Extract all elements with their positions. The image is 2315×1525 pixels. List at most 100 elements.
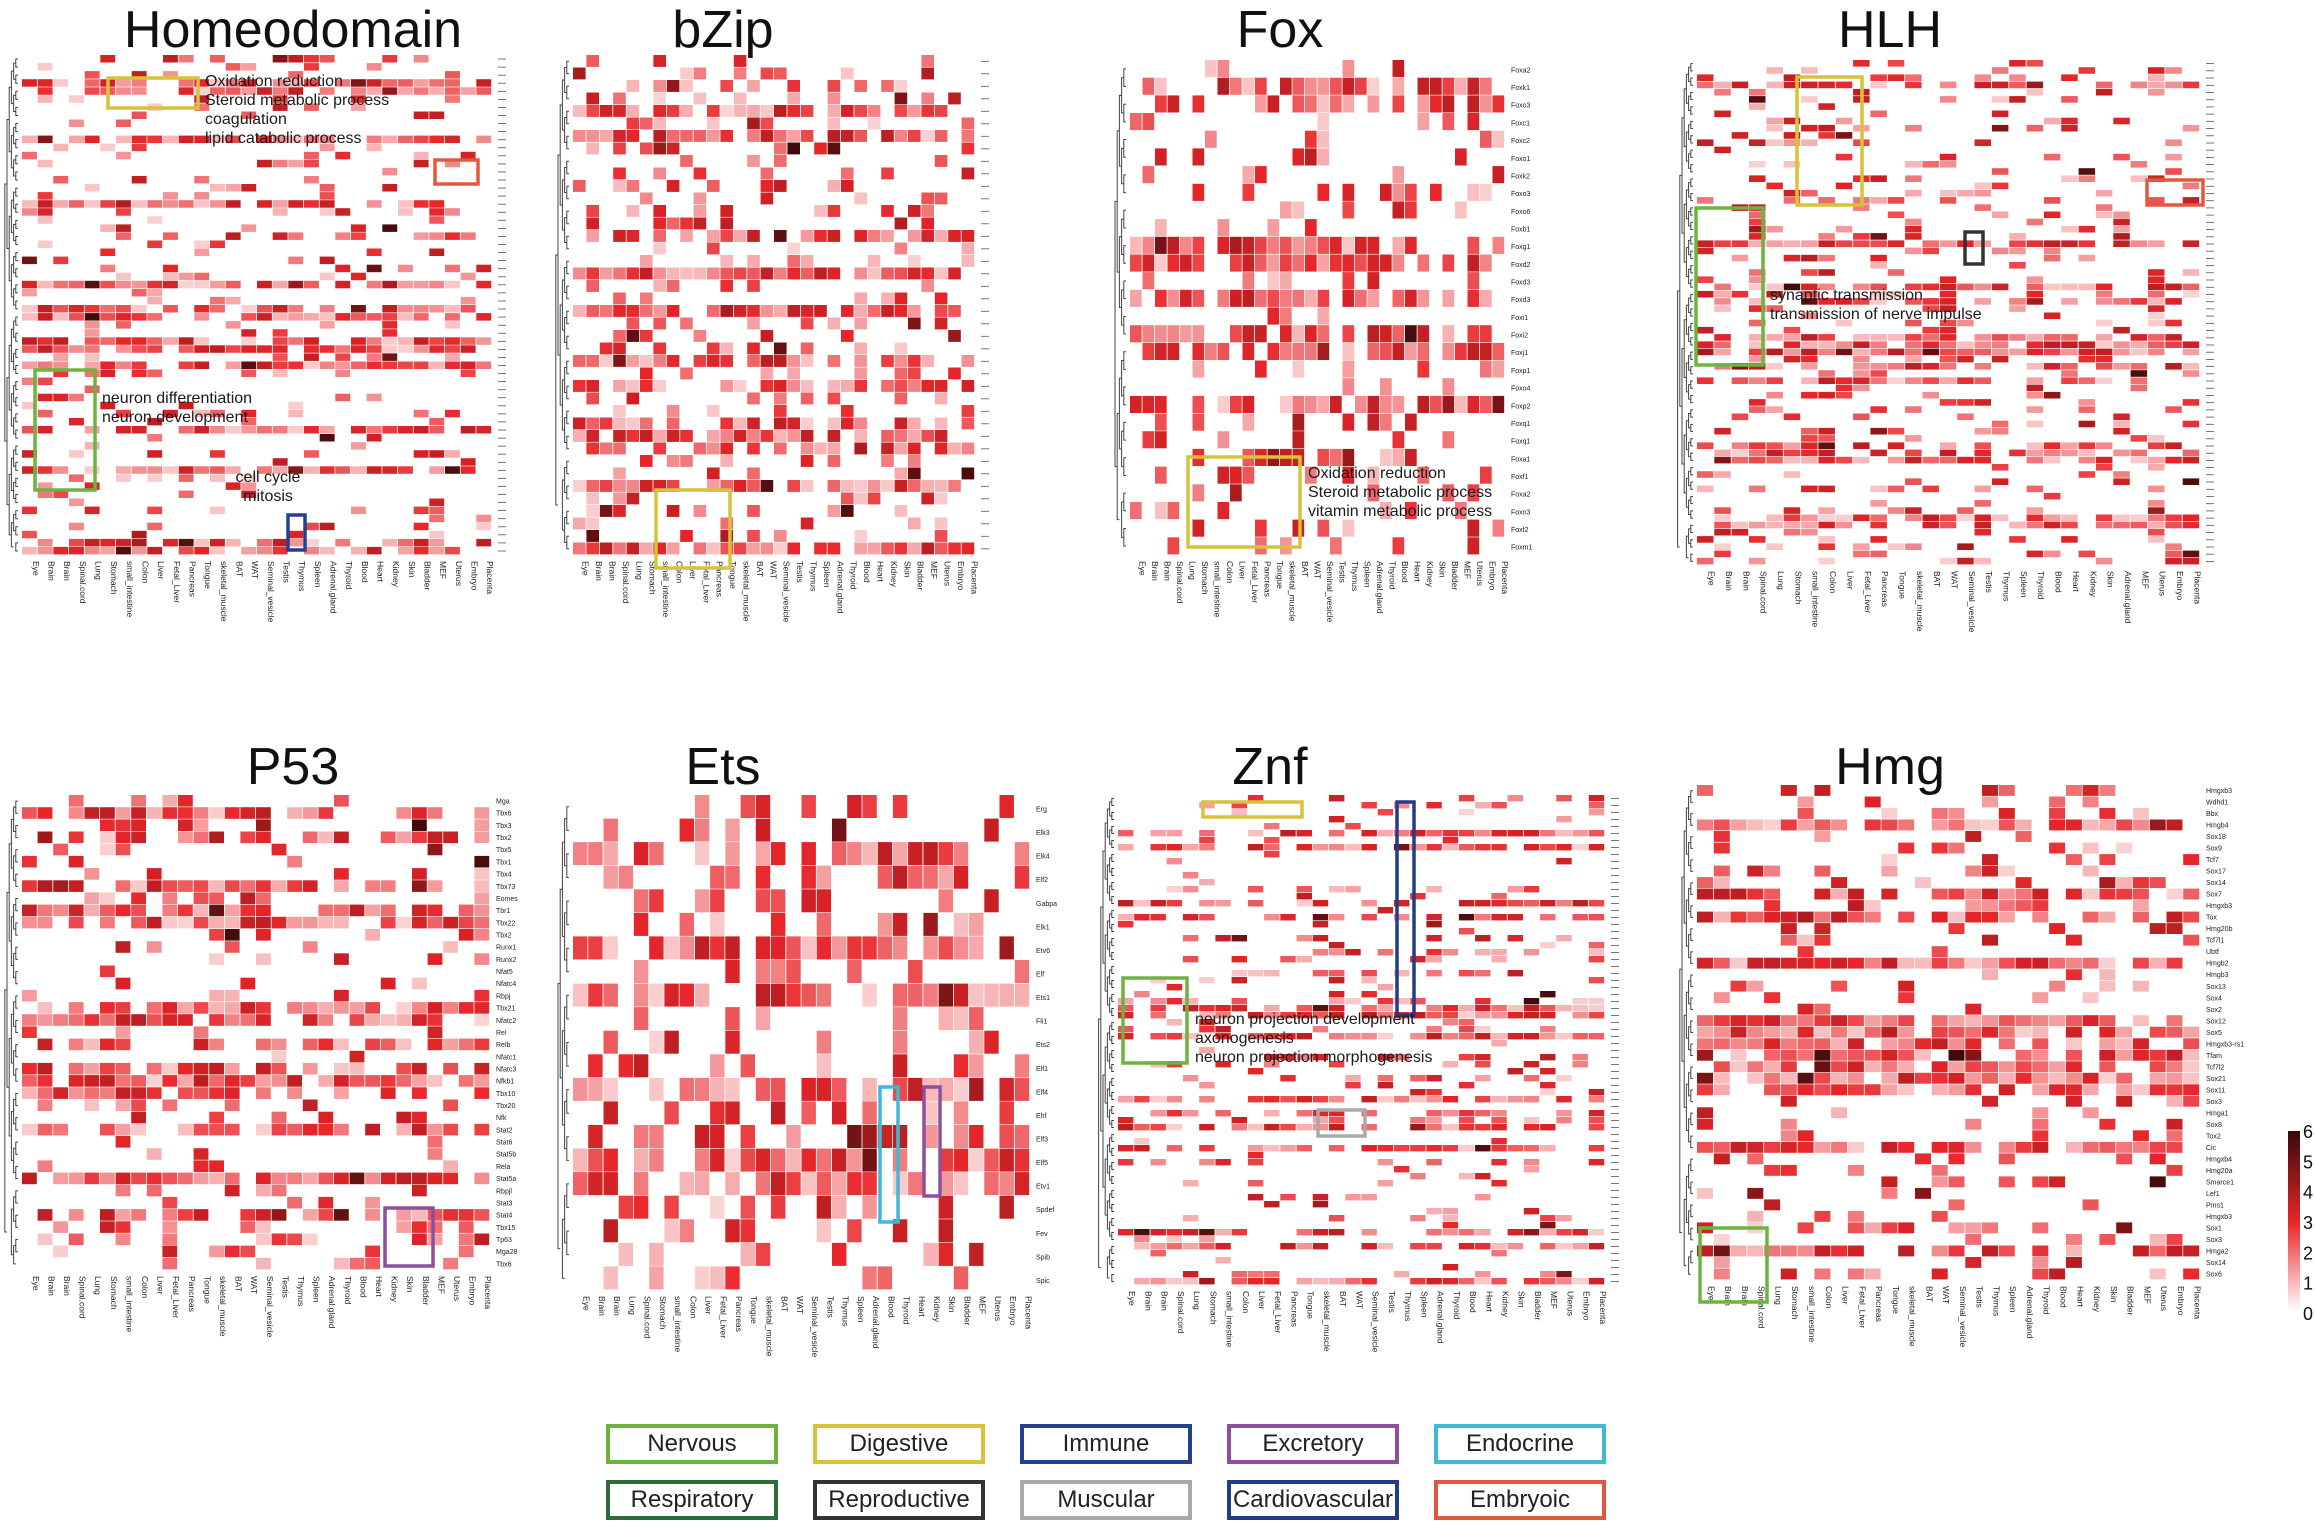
heatmap-cell	[335, 345, 351, 353]
heatmap-cell	[2015, 1061, 2032, 1073]
heatmap-cell	[1540, 1089, 1556, 1096]
heatmap-cell	[162, 1245, 178, 1258]
heatmap-cell	[626, 417, 640, 430]
heatmap-cell	[640, 367, 653, 380]
heatmap-cell	[1887, 290, 1905, 298]
heatmap-cell	[854, 530, 867, 542]
heatmap-cell	[1142, 395, 1155, 413]
heatmap-cell	[178, 474, 194, 482]
heatmap-cell	[771, 889, 786, 913]
heatmap-cell	[193, 807, 209, 819]
heatmap-cell	[1426, 1145, 1442, 1152]
heatmap-cell	[210, 135, 225, 144]
heatmap-cell	[1342, 60, 1355, 78]
heatmap-cell	[1881, 1084, 1898, 1096]
tissue-label: skeletal_muscle	[1322, 1291, 1332, 1352]
gene-label: Sox6	[2206, 1272, 2222, 1279]
heatmap-cell	[1215, 900, 1231, 907]
heatmap-cell	[1317, 254, 1330, 272]
heatmap-cell	[1355, 289, 1367, 307]
heatmap-cell	[349, 904, 365, 917]
heatmap-cell	[1957, 377, 1974, 384]
heatmap-cell	[908, 1077, 923, 1101]
heatmap-cell	[147, 216, 163, 224]
heatmap-cell	[1392, 254, 1405, 272]
tissue-label: Adrenal.gland	[1436, 1291, 1446, 1344]
heatmap-cell	[2182, 269, 2200, 276]
heatmap-cell	[1730, 911, 1747, 923]
heatmap-cell	[1847, 1049, 1864, 1061]
heatmap-cell	[2015, 1015, 2032, 1027]
heatmap-cell	[84, 280, 100, 289]
heatmap-cell	[1345, 1033, 1361, 1040]
heatmap-cell	[319, 361, 335, 369]
heatmap-cell	[1931, 911, 1948, 923]
heatmap-cell	[2078, 168, 2096, 175]
heatmap-cell	[2113, 521, 2130, 529]
heatmap-cell	[193, 1148, 209, 1160]
heatmap-cell	[1134, 914, 1150, 921]
heatmap-cell	[380, 1087, 396, 1099]
heatmap-cell	[1280, 956, 1296, 963]
heatmap-cell	[304, 176, 319, 184]
heatmap-cell	[22, 546, 37, 555]
gene-label: Foxf1	[1511, 474, 1529, 481]
heatmap-cell	[193, 1209, 209, 1221]
heatmap-cell	[1392, 183, 1405, 201]
heatmap-cell	[1991, 81, 2009, 89]
colorbar-segment	[2288, 1310, 2300, 1314]
heatmap-cell	[194, 95, 210, 103]
tissue-label: Spinal.cord	[1757, 1286, 1767, 1329]
gene-label: Hmga2	[2206, 1249, 2229, 1256]
heatmap-cell	[1215, 1005, 1231, 1012]
heatmap-cell	[2130, 363, 2148, 370]
heatmap-cell	[740, 1219, 755, 1243]
heatmap-cell	[1367, 413, 1380, 431]
heatmap-cell	[1697, 877, 1713, 888]
heatmap-cell	[1831, 1026, 1848, 1038]
heatmap-cell	[476, 135, 492, 144]
heatmap-cell	[1939, 341, 1957, 348]
heatmap-cell	[2099, 1061, 2116, 1073]
heatmap-cell	[2049, 796, 2066, 808]
heatmap-cell	[586, 142, 599, 155]
heatmap-cell	[1467, 113, 1480, 131]
heatmap-cell	[1887, 197, 1905, 204]
heatmap-cell	[2049, 957, 2066, 969]
colorbar-segment	[2288, 1167, 2300, 1171]
heatmap-cell	[1982, 1015, 1998, 1027]
heatmap-cell	[1540, 1033, 1556, 1040]
heatmap-cell	[131, 466, 147, 474]
heatmap-cell	[1747, 980, 1764, 992]
heatmap-cell	[1713, 819, 1730, 831]
heatmap-cell	[771, 983, 786, 1007]
heatmap-cell	[1847, 1222, 1864, 1234]
heatmap-cell	[847, 960, 862, 983]
heatmap-cell	[1572, 830, 1588, 837]
heatmap-cell	[1870, 233, 1887, 240]
heatmap-cell	[1982, 888, 1998, 900]
heatmap-cell	[1887, 485, 1905, 493]
tissue-label: Blood	[1468, 1291, 1478, 1313]
heatmap-cell	[1853, 355, 1870, 363]
heatmap-cell	[1797, 1141, 1814, 1153]
heatmap-cell	[1713, 1245, 1730, 1257]
heatmap-cell	[2026, 391, 2044, 399]
heatmap-cell	[1405, 201, 1417, 219]
heatmap-cell	[116, 313, 131, 321]
heatmap-cell	[1118, 998, 1134, 1005]
heatmap-cell	[862, 842, 877, 866]
tissue-label: Brain	[1723, 1286, 1733, 1306]
heatmap-cell	[1887, 363, 1905, 370]
gene-label: Sox12	[2206, 1018, 2226, 1025]
heatmap-cell	[1230, 236, 1242, 254]
heatmap-cell	[1749, 269, 1766, 276]
heatmap-cell	[1182, 1278, 1199, 1285]
heatmap-cell	[334, 795, 349, 807]
heatmap-cell	[827, 355, 841, 367]
heatmap-cell	[271, 916, 287, 929]
heatmap-cell	[679, 912, 694, 936]
tissue-label: Heart	[1412, 561, 1422, 582]
heatmap-cell	[1818, 254, 1835, 262]
heatmap-cell	[1492, 236, 1505, 254]
